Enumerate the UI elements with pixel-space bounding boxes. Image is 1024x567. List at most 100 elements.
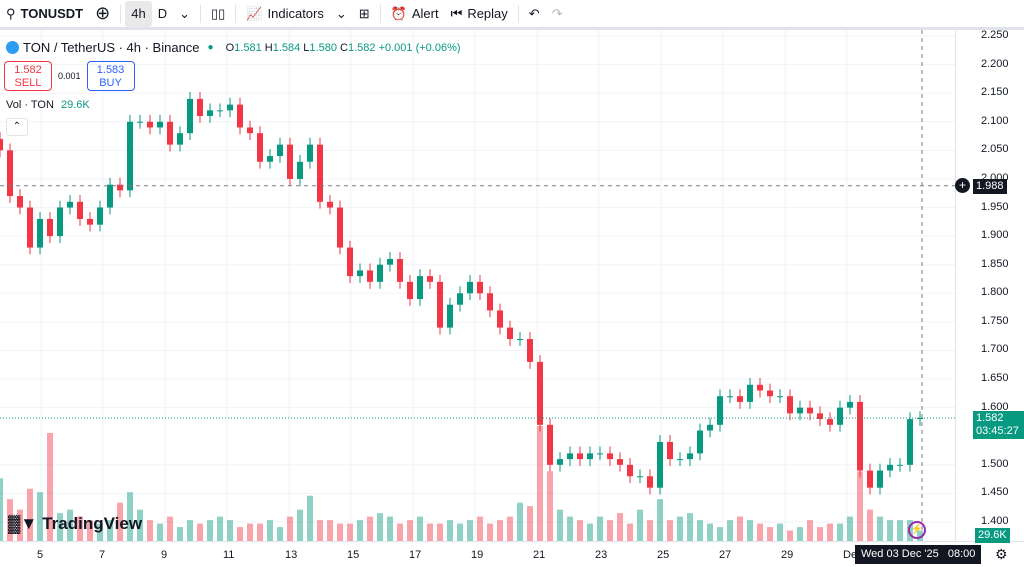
volume-bar [327,520,333,541]
candle-body [477,281,483,294]
candle-body [157,121,163,128]
price-tick: 1.650 [981,372,1009,385]
time-tick: 11 [223,549,235,561]
time-tick: 21 [533,549,546,561]
volume-bar [7,499,13,541]
volume-bar [837,523,843,541]
price-tick: 2.200 [981,57,1009,70]
candle-body [317,144,323,202]
time-crosshair-tag: Wed 03 Dec '25 08:00 [855,545,982,564]
candle-body [397,258,403,282]
candle-body [417,276,423,300]
redo-icon: ↷ [551,5,563,21]
volume-bar [147,520,153,541]
volume-bar [707,523,713,541]
candle-body [557,459,563,465]
candle-body [0,138,3,151]
market-open-dot: ● [207,42,214,53]
price-tick: 1.800 [981,286,1009,299]
plus-crosshair-button[interactable]: + [955,178,970,193]
symbol-title: TON / TetherUS · 4h · Binance [23,40,200,55]
volume-bar [467,520,473,541]
candle-body [127,121,133,191]
candle-body [647,476,653,488]
time-tick: 23 [595,549,608,561]
interval-dropdown[interactable]: ⌄ [173,1,196,27]
volume-bar [577,520,583,541]
tradingview-logo: ▓▼ TradingView [8,514,143,533]
volume-bar [797,527,803,541]
price-tick: 1.900 [981,229,1009,242]
volume-bar [57,513,63,541]
sell-button[interactable]: 1.582 SELL [4,61,52,91]
candle-body [467,281,473,294]
candle-body [807,407,813,414]
chevron-down-icon: ⌄ [335,5,347,21]
alert-button[interactable]: ⏰ Alert [385,1,445,27]
volume-bar [717,527,723,541]
price-tick: 1.750 [981,314,1009,327]
candle-body [577,453,583,460]
candle-body [237,104,243,128]
volume-bar [637,509,643,541]
volume-bar [427,523,433,541]
alarm-clock-icon: ⏰ [390,5,407,21]
settings-gear-icon[interactable]: ⚙ [995,546,1008,562]
price-chart[interactable] [0,30,955,541]
time-tick: 5 [37,549,44,561]
time-axis[interactable]: ⚙ 5 7 9 11 13 15 17 19 21 23 25 27 29 De [0,541,1024,567]
candle-body [27,207,33,248]
candle-body [487,293,493,311]
indicators-button[interactable]: 📈 Indicators [240,1,330,27]
indicators-label: Indicators [267,6,324,21]
rewind-icon: ⏮ [450,5,463,21]
volume-bar [677,516,683,541]
volume-bar [257,523,263,541]
volume-bar [777,523,783,541]
candle-body [307,144,313,162]
candle-body [697,430,703,454]
candle-body [247,127,253,134]
lightning-icon[interactable]: ⚡ [908,521,926,539]
volume-bar [527,506,533,541]
buy-button[interactable]: 1.583 BUY [86,61,135,91]
volume-bar [487,523,493,541]
time-tick: 15 [347,549,360,561]
undo-button[interactable]: ↶ [523,1,546,27]
candle-body [737,396,743,402]
candle-body [367,270,373,282]
volume-bar [417,516,423,541]
volume-bar [297,509,303,541]
indicators-dropdown[interactable]: ⌄ [330,1,353,27]
chart-type-button[interactable]: ▯▯ [205,1,231,27]
price-tick: 1.600 [981,400,1009,413]
candle-body [147,121,153,128]
volume-bar [787,530,793,541]
time-tick: De [843,549,858,561]
alert-label: Alert [411,6,439,21]
plus-circle-icon: ⊕ [95,3,111,23]
candle-body [657,441,663,488]
symbol-search[interactable]: ⚲ TONUSDT [0,1,89,27]
compare-button[interactable]: ⊕ [89,1,116,27]
layouts-button[interactable]: ⊞ [353,1,376,27]
collapse-button[interactable]: ⌃ [6,118,28,136]
candle-body [277,144,283,157]
candle-body [217,110,223,112]
redo-button[interactable]: ↷ [546,1,569,27]
candle-body [117,184,123,191]
candle-body [257,133,263,162]
volume-bar [197,523,203,541]
candle-body [607,453,613,460]
volume-bar [827,523,833,541]
candle-body [767,390,773,397]
interval-d[interactable]: D [157,6,168,21]
volume-bar [307,495,313,541]
price-axis[interactable]: 2.250 2.200 2.150 2.100 2.050 2.000 1.950 1.900… [955,29,1024,541]
replay-button[interactable]: ⏮ Replay [445,1,514,27]
chevron-up-icon: ⌃ [12,121,22,132]
candle-body [817,413,823,420]
volume-bar [267,520,273,541]
volume-bar [37,492,43,541]
interval-4h[interactable]: 4h [125,0,152,27]
